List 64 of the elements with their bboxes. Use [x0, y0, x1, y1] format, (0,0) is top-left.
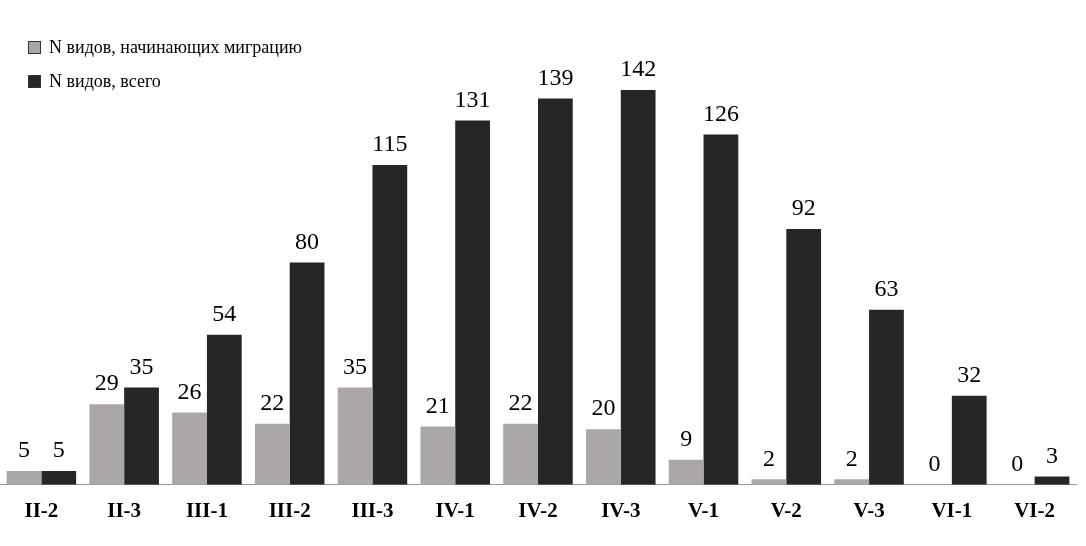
bar	[786, 229, 822, 485]
bar	[124, 387, 159, 485]
data-label: 2	[762, 444, 775, 471]
data-label: 54	[212, 299, 237, 326]
data-label: 20	[591, 394, 616, 421]
x-tick-label: II-3	[107, 497, 142, 522]
data-label: 80	[295, 227, 320, 254]
x-tick-label: V-3	[853, 497, 885, 522]
data-label: 3	[1046, 441, 1058, 468]
bar	[6, 470, 42, 485]
data-label: 0	[1011, 450, 1024, 477]
legend-label: N видов, всего	[49, 70, 161, 92]
bar	[668, 459, 704, 485]
x-tick-label: IV-3	[601, 497, 641, 522]
x-tick-label: II-2	[24, 497, 59, 522]
bar	[586, 429, 621, 485]
bar	[1034, 476, 1070, 485]
data-label: 126	[702, 99, 739, 126]
bar	[172, 412, 207, 485]
bar	[337, 387, 373, 485]
bar	[254, 423, 290, 485]
x-tick-label: VI-2	[1014, 497, 1056, 522]
x-tick-label: IV-2	[518, 497, 558, 522]
bar	[420, 426, 456, 485]
bar	[206, 334, 242, 485]
x-tick-label: V-2	[770, 497, 802, 522]
data-label: 0	[928, 450, 941, 477]
bar	[41, 470, 77, 485]
data-label: 22	[260, 388, 285, 415]
bar	[834, 479, 870, 485]
data-label: 32	[957, 361, 982, 388]
x-tick-label: III-2	[268, 497, 311, 522]
bar	[538, 98, 573, 485]
x-tick-label: VI-1	[931, 497, 973, 522]
bar	[89, 404, 125, 485]
data-label: 26	[177, 377, 202, 404]
bar	[951, 395, 987, 485]
data-label: 35	[343, 352, 368, 379]
data-label: 35	[129, 352, 154, 379]
bar	[703, 134, 739, 485]
data-label: 92	[791, 194, 816, 221]
data-label: 115	[372, 130, 408, 157]
bar	[455, 120, 490, 485]
data-label: 9	[680, 425, 693, 452]
data-label: 142	[620, 55, 657, 82]
data-label: 29	[94, 369, 119, 396]
bar	[869, 309, 904, 485]
data-label: 139	[537, 63, 574, 90]
data-label: 63	[874, 274, 899, 301]
data-label: 131	[454, 85, 491, 112]
x-tick-label: IV-1	[435, 497, 475, 522]
bar	[620, 90, 656, 485]
data-label: 21	[425, 391, 450, 418]
data-label: 22	[508, 388, 533, 415]
data-label: 5	[18, 436, 30, 463]
bar	[503, 423, 538, 485]
x-tick-label: III-3	[351, 497, 394, 522]
bar	[289, 262, 325, 485]
bar	[372, 165, 408, 485]
legend-label: N видов, начинающих миграцию	[49, 36, 303, 58]
data-label: 5	[52, 436, 65, 463]
data-label: 2	[845, 444, 858, 471]
x-tick-label: V-1	[687, 497, 720, 522]
x-tick-label: III-1	[185, 497, 228, 522]
